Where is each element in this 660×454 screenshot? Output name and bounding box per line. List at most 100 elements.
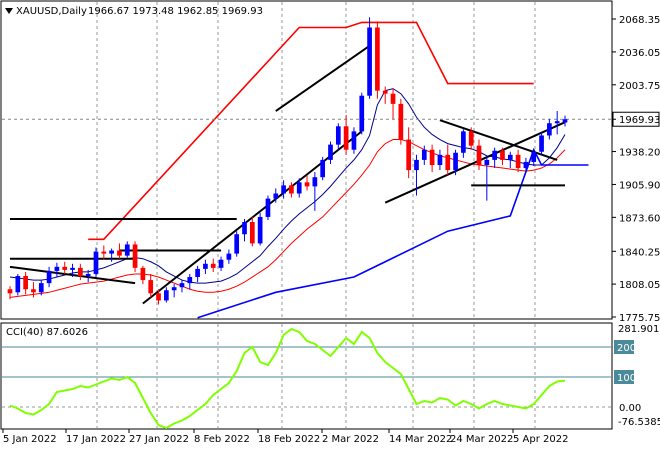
candle[interactable] bbox=[38, 280, 44, 296]
candle[interactable] bbox=[218, 256, 224, 271]
candle[interactable] bbox=[554, 111, 560, 135]
candle[interactable] bbox=[195, 265, 200, 283]
candle[interactable] bbox=[187, 273, 193, 290]
candle[interactable] bbox=[343, 115, 349, 155]
candle-body bbox=[328, 144, 333, 160]
candle[interactable] bbox=[46, 266, 52, 288]
cci-level-label: 100 bbox=[617, 373, 636, 384]
candle[interactable] bbox=[281, 180, 286, 199]
candle[interactable] bbox=[101, 245, 107, 260]
candle[interactable] bbox=[31, 282, 36, 298]
candle[interactable] bbox=[351, 127, 357, 154]
candle[interactable] bbox=[93, 247, 99, 278]
candle[interactable] bbox=[335, 123, 341, 150]
candle[interactable] bbox=[304, 175, 310, 191]
candle[interactable] bbox=[476, 139, 482, 171]
candle[interactable] bbox=[507, 151, 513, 169]
candle-body bbox=[109, 250, 114, 254]
candle[interactable] bbox=[62, 261, 68, 274]
candle[interactable] bbox=[414, 154, 419, 196]
candle[interactable] bbox=[273, 188, 279, 203]
candle[interactable] bbox=[296, 178, 302, 198]
candle[interactable] bbox=[226, 249, 232, 264]
trend-line[interactable] bbox=[439, 119, 558, 161]
candle[interactable] bbox=[210, 258, 216, 272]
candle[interactable] bbox=[179, 280, 185, 293]
candle-body bbox=[500, 150, 505, 160]
candle[interactable] bbox=[54, 262, 60, 278]
price-tick-label: 1840.25 bbox=[619, 247, 660, 258]
candle[interactable] bbox=[7, 286, 13, 300]
candle[interactable] bbox=[85, 269, 91, 283]
candle[interactable] bbox=[234, 231, 240, 257]
candle[interactable] bbox=[500, 147, 505, 165]
candle[interactable] bbox=[328, 141, 333, 164]
candle[interactable] bbox=[171, 284, 177, 298]
price-tick-label: 2036.05 bbox=[619, 48, 660, 59]
candle[interactable] bbox=[421, 145, 427, 165]
candle[interactable] bbox=[257, 212, 263, 246]
candlestick-series[interactable] bbox=[7, 17, 568, 305]
candle[interactable] bbox=[453, 149, 458, 176]
candle[interactable] bbox=[117, 243, 122, 259]
candle[interactable] bbox=[468, 127, 474, 150]
candle[interactable] bbox=[531, 149, 537, 167]
candle[interactable] bbox=[398, 98, 404, 145]
candle[interactable] bbox=[78, 263, 83, 281]
candle[interactable] bbox=[203, 259, 208, 274]
candle[interactable] bbox=[539, 132, 544, 155]
candle[interactable] bbox=[289, 182, 294, 198]
candle[interactable] bbox=[249, 216, 255, 247]
candle-body bbox=[382, 90, 388, 94]
candle[interactable] bbox=[140, 265, 146, 285]
candle[interactable] bbox=[320, 156, 326, 181]
candle-body bbox=[195, 268, 200, 278]
candle[interactable] bbox=[484, 155, 490, 201]
candle[interactable] bbox=[523, 157, 529, 173]
candle[interactable] bbox=[429, 144, 435, 173]
candle[interactable] bbox=[562, 115, 568, 127]
candle[interactable] bbox=[242, 218, 247, 242]
collapse-arrow-icon[interactable] bbox=[5, 8, 13, 14]
candle[interactable] bbox=[124, 241, 130, 258]
candle[interactable] bbox=[70, 263, 75, 278]
trend-line[interactable] bbox=[275, 45, 371, 112]
candle[interactable] bbox=[445, 144, 451, 176]
candle-body bbox=[523, 161, 529, 169]
candle-body bbox=[218, 259, 224, 268]
candle-body bbox=[257, 216, 263, 244]
candle[interactable] bbox=[367, 17, 372, 99]
ohlc-readout: 1966.67 1973.48 1962.85 1969.93 bbox=[88, 6, 263, 17]
trend-line[interactable] bbox=[384, 121, 566, 204]
candle[interactable] bbox=[132, 241, 138, 272]
candle[interactable] bbox=[382, 86, 388, 104]
candle[interactable] bbox=[375, 21, 380, 99]
candle[interactable] bbox=[265, 195, 271, 220]
candle[interactable] bbox=[547, 119, 552, 140]
candle[interactable] bbox=[515, 149, 521, 173]
candle[interactable] bbox=[492, 147, 497, 169]
cci-label: CCI(40) 87.6026 bbox=[6, 327, 88, 338]
candle[interactable] bbox=[437, 149, 443, 171]
time-tick-label: 2 Mar 2022 bbox=[322, 434, 379, 445]
time-axis[interactable]: 5 Jan 2022 17 Jan 2022 27 Jan 2022 8 Feb 20… bbox=[2, 429, 568, 445]
cci-line bbox=[9, 327, 566, 430]
symbol-label: XAUUSD,Daily bbox=[16, 6, 87, 17]
candle[interactable] bbox=[163, 287, 169, 303]
candle-body bbox=[101, 251, 107, 254]
price-axis[interactable]: 2068.35 2036.05 2003.75 1969.93 1938.20 1905.… bbox=[612, 15, 660, 324]
time-tick-label: 14 Mar 2022 bbox=[389, 434, 452, 445]
candle[interactable] bbox=[23, 271, 28, 295]
candle[interactable] bbox=[406, 127, 412, 179]
candle[interactable] bbox=[390, 88, 396, 120]
candle[interactable] bbox=[312, 172, 318, 211]
candle[interactable] bbox=[461, 129, 466, 158]
candle[interactable] bbox=[156, 289, 161, 305]
candle[interactable] bbox=[109, 248, 114, 262]
candle[interactable] bbox=[15, 273, 21, 296]
candle[interactable] bbox=[359, 92, 365, 135]
candle[interactable] bbox=[148, 273, 154, 298]
